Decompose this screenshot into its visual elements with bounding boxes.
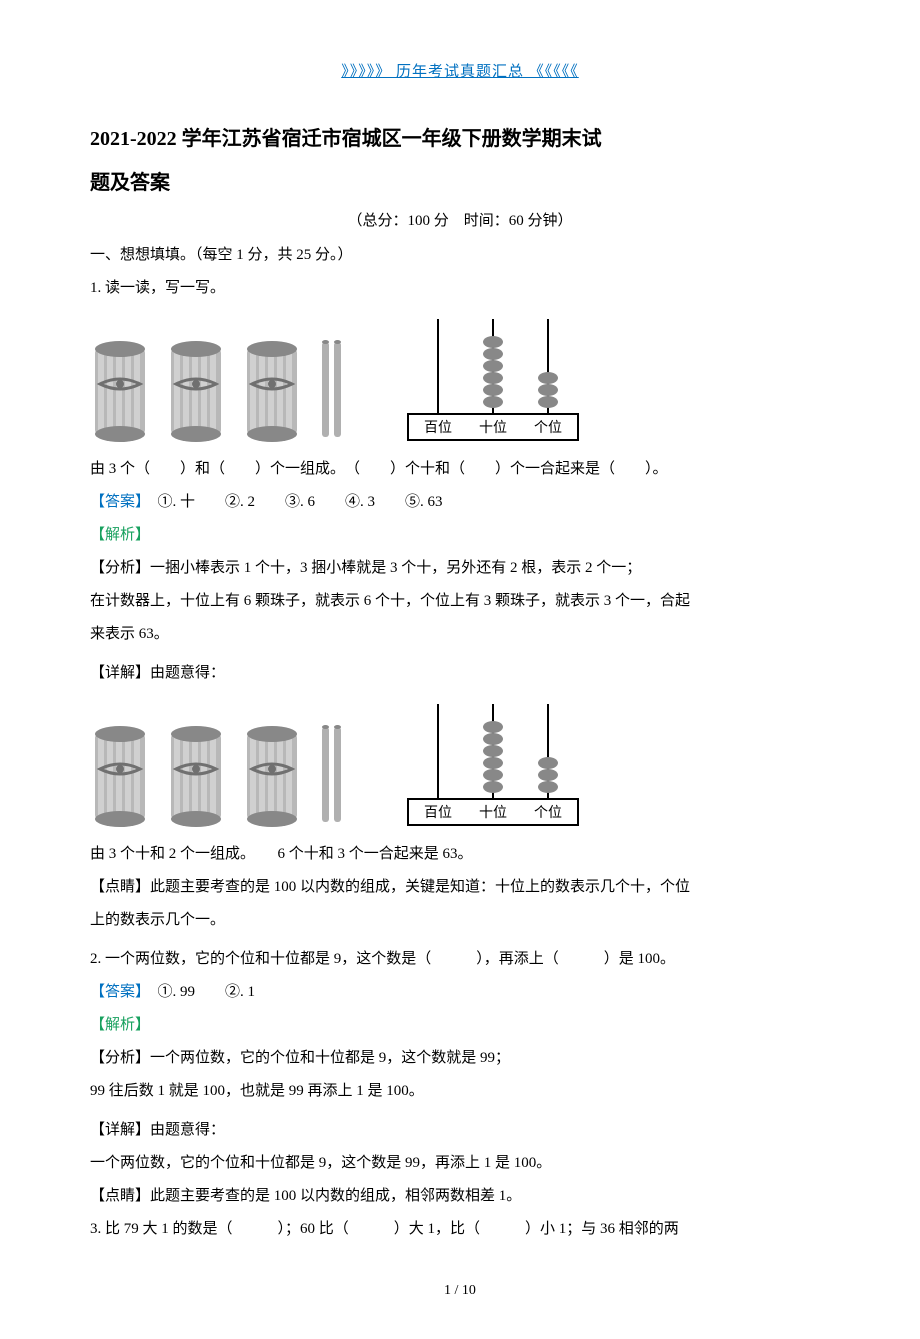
analysis-label: 【解析】 [90,527,150,543]
abacus-label-ones: 个位 [534,420,562,436]
q1-figure-row-2: 百位 十位 个位 [90,699,830,829]
q2-answer: 【答案】 ①. 99 ②. 1 [90,979,830,1006]
analysis-label: 【解析】 [90,1017,150,1033]
q1-result-text: 由 3 个十和 2 个一组成。 6 个十和 3 个一合起来是 63。 [90,841,830,868]
q2-prompt: 2. 一个两位数，它的个位和十位都是 9，这个数是（ ），再添上（ ）是 100… [90,946,830,973]
q3-prompt: 3. 比 79 大 1 的数是（ ）；60 比（ ）大 1，比（ ）小 1；与 … [90,1216,830,1243]
bundle-icon [90,334,160,444]
q1-prompt: 1. 读一读，写一写。 [90,275,830,302]
q1-analysis-p1: 【分析】一捆小棒表示 1 个十，3 捆小棒就是 3 个十，另外还有 2 根，表示… [90,555,830,582]
abacus-icon: 百位 十位 个位 [388,314,588,444]
answer-label: 【答案】 [90,984,143,1000]
q2-hint: 【点睛】此题主要考查的是 100 以内数的组成，相邻两数相差 1。 [90,1183,830,1210]
bundle-icon [166,334,236,444]
q1-detail-label: 【详解】由题意得： [90,660,830,687]
answer-label: 【答案】 [90,494,143,510]
q1-fill-text: 由 3 个（ ）和（ ）个一组成。 （ ）个十和（ ）个一合起来是（ ）。 [90,456,830,483]
bundle-icon [242,719,312,829]
archive-link[interactable]: 》》》》》 历年考试真题汇总 《《《《《 [341,64,579,80]
q1-answer: 【答案】 ①. 十 ②. 2 ③. 6 ④. 3 ⑤. 63 [90,489,830,516]
header-link-container: 》》》》》 历年考试真题汇总 《《《《《 [90,60,830,81]
q2-answer-text: ①. 99 ②. 1 [143,984,256,1000]
exam-title-line2: 题及答案 [90,165,830,201]
q1-hint-p2: 上的数表示几个一。 [90,907,830,934]
q2-analysis-p1: 【分析】一个两位数，它的个位和十位都是 9，这个数就是 99； [90,1045,830,1072]
q1-analysis-p3: 来表示 63。 [90,621,830,648]
q1-analysis-label: 【解析】 [90,522,830,549]
page-number: 1 / 10 [90,1283,830,1299]
stick-bundles-1 [90,334,348,444]
q1-figure-row-1: 百位 十位 个位 [90,314,830,444]
abacus-label-tens: 十位 [479,420,507,436]
q2-analysis-p2: 99 往后数 1 就是 100，也就是 99 再添上 1 是 100。 [90,1078,830,1105]
q2-detail-label: 【详解】由题意得： [90,1117,830,1144]
abacus-icon: 百位 十位 个位 [388,699,588,829]
bundle-icon [166,719,236,829]
q1-hint-p1: 【点睛】此题主要考查的是 100 以内数的组成，关键是知道：十位上的数表示几个十… [90,874,830,901]
svg-text:百位: 百位 [424,805,452,821]
abacus-label-hundreds: 百位 [424,420,452,436]
bundle-icon [90,719,160,829]
q2-analysis-label: 【解析】 [90,1012,830,1039]
q2-detail-text: 一个两位数，它的个位和十位都是 9，这个数是 99，再添上 1 是 100。 [90,1150,830,1177]
stick-bundles-2 [90,719,348,829]
svg-text:个位: 个位 [534,805,562,821]
q1-analysis-p2: 在计数器上，十位上有 6 颗珠子，就表示 6 个十，个位上有 3 颗珠子，就表示… [90,588,830,615]
svg-text:十位: 十位 [479,805,507,821]
q1-answer-text: ①. 十 ②. 2 ③. 6 ④. 3 ⑤. 63 [143,494,443,510]
section-1-heading: 一、想想填填。（每空 1 分，共 25 分。） [90,242,830,269]
single-sticks-icon [318,719,348,829]
exam-info: （总分：100 分 时间：60 分钟） [90,209,830,230]
exam-title-line1: 2021-2022 学年江苏省宿迁市宿城区一年级下册数学期末试 [90,121,830,157]
bundle-icon [242,334,312,444]
single-sticks-icon [318,334,348,444]
